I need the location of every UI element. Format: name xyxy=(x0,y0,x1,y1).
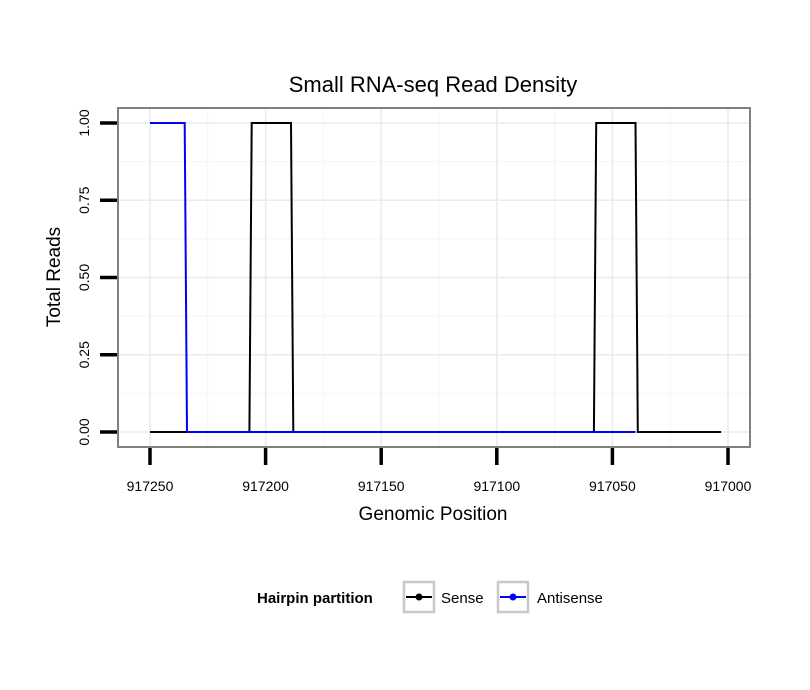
plot-panel-border xyxy=(117,107,751,448)
legend-label-sense: Sense xyxy=(441,590,484,607)
legend-label-antisense: Antisense xyxy=(537,590,603,607)
x-tick-label: 917200 xyxy=(242,478,289,494)
y-tick-label: 0.50 xyxy=(76,264,92,291)
legend-swatch-antisense-point xyxy=(509,593,517,601)
y-tick-label: 0.00 xyxy=(76,418,92,445)
x-tick-label: 917000 xyxy=(705,478,752,494)
legend-title: Hairpin partition xyxy=(257,590,373,607)
grid xyxy=(118,108,750,447)
legend-item-antisense: Antisense xyxy=(496,580,603,614)
y-tick-label: 0.75 xyxy=(76,186,92,213)
x-tick-label: 917100 xyxy=(473,478,520,494)
y-axis-label: Total Reads xyxy=(44,227,65,327)
series-lines xyxy=(150,122,722,433)
y-tick-label: 1.00 xyxy=(76,109,92,136)
y-tick-label: 0.25 xyxy=(76,341,92,368)
axis-ticks: 917250 917200 917150 917100 917050 917000 0.00… xyxy=(76,109,752,494)
x-tick-label: 917250 xyxy=(127,478,174,494)
legend-swatch-sense-point xyxy=(415,593,423,601)
x-axis-label: Genomic Position xyxy=(359,504,508,525)
chart-title: Small RNA-seq Read Density xyxy=(289,72,578,97)
legend-item-sense: Sense xyxy=(402,580,484,614)
x-tick-label: 917150 xyxy=(358,478,405,494)
series-line-antisense xyxy=(150,122,636,433)
legend: Hairpin partition Sense Antisense xyxy=(257,580,603,614)
x-tick-label: 917050 xyxy=(589,478,636,494)
